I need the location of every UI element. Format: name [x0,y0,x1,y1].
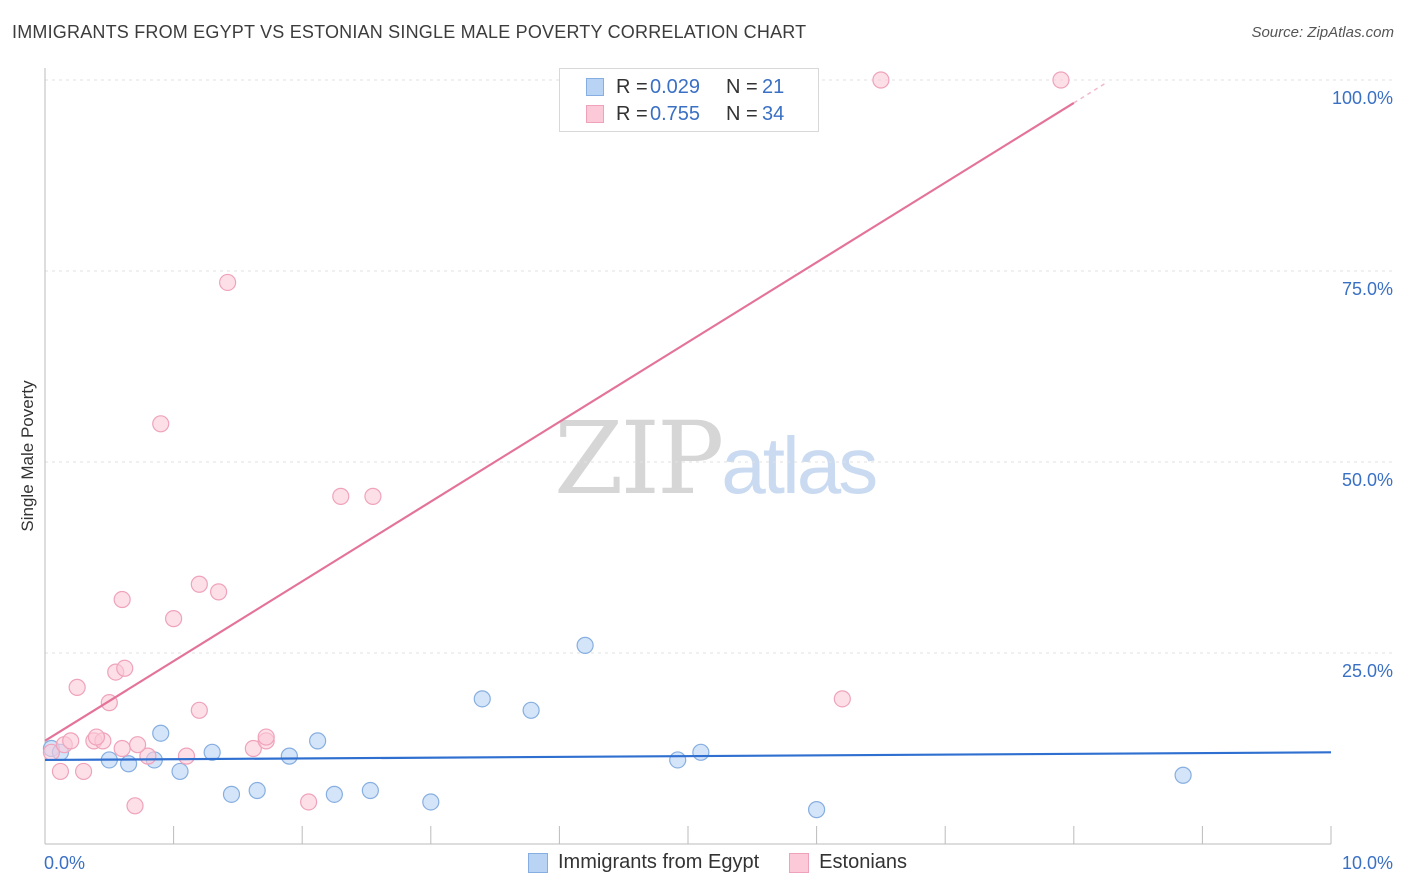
egypt-point [522,701,540,719]
estonians-trendline-extension [1073,82,1107,104]
legend-swatch-estonians [789,852,810,873]
legend-swatch-estonians [586,105,604,123]
x-tick-label: 10.0% [1342,853,1393,873]
egypt-point [669,751,687,769]
stats-legend: R = 0.029 N = 21 R = 0.755 N = 34 [559,68,819,132]
egypt-point [576,636,594,654]
estonians-point [219,273,237,292]
estonians-point [113,739,131,758]
estonians-point [210,583,228,601]
estonians-point [51,762,70,781]
egypt-point [203,743,221,761]
egypt-point [325,785,343,803]
watermark-atlas: atlas [721,421,878,510]
legend-label-egypt: Immigrants from Egypt [558,851,760,873]
y-axis-label: Single Male Poverty [18,380,37,532]
egypt-point [280,747,298,765]
estonians-point [1052,71,1070,89]
estonians-point [113,590,131,609]
source-label: Source: ZipAtlas.com [1251,24,1394,41]
series-legend: Immigrants from Egypt Estonians [528,851,937,874]
estonians-point [126,797,144,815]
estonians-point [833,690,851,708]
y-tick-label: 25.0% [1342,661,1393,681]
estonians-point [190,701,208,719]
estonians-point [257,728,275,746]
chart-title: IMMIGRANTS FROM EGYPT VS ESTONIAN SINGLE… [12,22,807,42]
x-tick-label: 0.0% [44,853,85,873]
estonians-point [872,71,890,89]
legend-swatch-egypt [586,78,604,96]
legend-r-label: R = [616,102,648,125]
y-tick-label: 50.0% [1342,470,1393,490]
estonians-point [165,610,183,628]
estonians-point [177,747,196,765]
estonians-point [68,678,86,696]
legend-label-estonians: Estonians [819,851,908,873]
legend-item-estonians[interactable]: Estonians [789,851,907,874]
egypt-point [248,781,266,800]
legend-row-estonians: R = 0.755 N = 34 [586,101,784,127]
estonians-point [87,728,106,746]
legend-swatch-egypt [528,852,548,873]
legend-r-label: R = [616,75,648,98]
watermark-zip: ZIP [554,400,724,517]
y-tick-label: 100.0% [1332,88,1393,108]
egypt-point [309,732,327,750]
egypt-point [361,781,379,800]
estonians-point [152,415,170,433]
estonians-point [300,793,318,811]
estonians-point [62,732,80,750]
estonians-point [116,659,134,677]
estonians-trendline [44,101,1075,742]
egypt-point [692,743,710,761]
egypt-point [473,690,491,708]
estonians-point [332,487,350,505]
y-tick-label: 75.0% [1342,279,1393,299]
egypt-point [222,785,241,803]
watermark: ZIPatlas [554,400,878,517]
egypt-point [422,793,440,811]
estonians-point [190,575,208,593]
egypt-trendline [44,751,1332,762]
estonians-point [364,487,382,505]
legend-item-egypt[interactable]: Immigrants from Egypt [528,851,759,874]
legend-row-egypt: R = 0.029 N = 21 [586,74,784,100]
legend-n-value: 34 [762,102,785,125]
egypt-point [807,801,826,819]
estonians-point [128,736,147,754]
estonians-point [74,762,93,781]
egypt-point [152,724,170,742]
legend-r-value: 0.029 [650,75,701,98]
egypt-point [171,762,189,781]
legend-n-label: N = [726,102,758,125]
legend-r-value: 0.755 [650,102,701,125]
egypt-point [119,755,138,773]
estonians-point [244,739,262,758]
legend-n-value: 21 [762,75,785,98]
egypt-point [1174,766,1192,784]
legend-n-label: N = [726,75,758,98]
